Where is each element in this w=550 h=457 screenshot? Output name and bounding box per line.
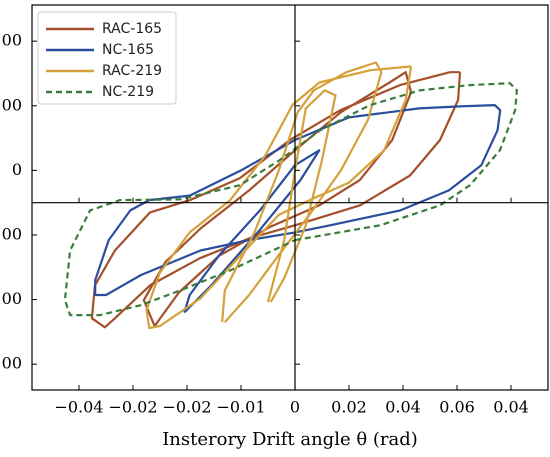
y-tick-label: 00 — [2, 289, 22, 308]
legend-box — [37, 11, 177, 105]
y-tick-label: 00 — [2, 224, 22, 243]
x-tick-label: 0.04 — [385, 398, 421, 417]
legend-label: NC-165 — [102, 42, 154, 58]
x-tick-label: 0.04 — [493, 398, 529, 417]
x-tick-label: 0 — [290, 398, 300, 417]
x-tick-label: 0.06 — [439, 398, 475, 417]
legend-label: RAC-165 — [102, 21, 162, 37]
x-tick-label: −0.02 — [108, 398, 157, 417]
y-tick-label: 00 — [2, 31, 22, 50]
series-line — [63, 82, 518, 317]
series-line — [94, 104, 502, 314]
x-tick-label: −0.01 — [216, 398, 265, 417]
y-tick-label: 00 — [2, 354, 22, 373]
x-tick-label: −0.04 — [54, 398, 103, 417]
y-tick-label: 00 — [2, 95, 22, 114]
x-tick-label: 0.02 — [331, 398, 367, 417]
legend-label: RAC-219 — [102, 63, 162, 79]
legend-label: NC-219 — [102, 84, 154, 100]
plot-frame — [31, 4, 549, 391]
x-tick-label: −0.02 — [162, 398, 211, 417]
y-tick-label: 0 — [12, 160, 22, 179]
x-axis-label: Insterory Drift angle θ (rad) — [162, 429, 418, 450]
